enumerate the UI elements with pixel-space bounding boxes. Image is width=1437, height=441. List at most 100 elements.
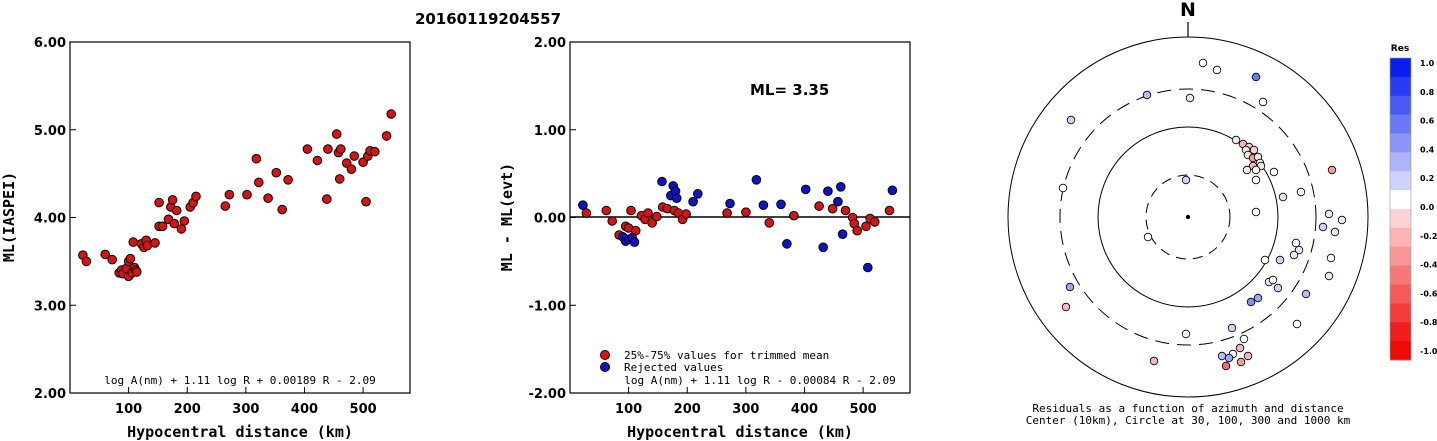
plot2-x-tick-label: 200 [674, 402, 701, 417]
ring-300km [1059, 88, 1317, 346]
ring-30km [1145, 174, 1231, 260]
plot2-data-point [722, 208, 732, 218]
plot1-data-point [381, 131, 392, 141]
station-residual-point [1251, 175, 1261, 185]
plot1-data-point [224, 189, 235, 200]
colorbar-swatch [1390, 114, 1411, 134]
ring-100km [1097, 126, 1279, 308]
station-residual-point [1291, 238, 1301, 248]
plot2-x-ticks: 100 200 300 400 500 [615, 387, 877, 417]
plot2-data-point [789, 210, 799, 221]
colorbar-tick-label: 0.6 [1420, 117, 1435, 126]
station-residual-point [1275, 255, 1285, 265]
plot1-y-tick-label: 6.00 [34, 36, 66, 51]
plot2-data-point [837, 229, 848, 239]
plot1-data-point [370, 146, 380, 157]
plot1-data-point [154, 197, 164, 208]
page-title: 20160119204557 [415, 10, 561, 28]
colorbar-tick-label: 0.4 [1420, 145, 1435, 154]
plot1-data-point [107, 254, 117, 265]
magnitude-vs-distance-plot: 2.00 3.00 4.00 5.00 6.00 100 200 300 400 500 log… [0, 36, 411, 441]
colorbar-swatch [1390, 209, 1411, 229]
colorbar-tick-label: 0.0 [1420, 203, 1435, 212]
colorbar-swatch [1390, 246, 1411, 267]
station-residual-point [1221, 361, 1231, 371]
plot2-y-axis-label: ML - ML(evt) [498, 163, 516, 271]
station-residual-point [1289, 250, 1299, 260]
plot2-x-tick-label: 500 [850, 402, 877, 417]
plot1-x-axis-label: Hypocentral distance (km) [127, 423, 353, 441]
colorbar-ticks: 1.0 0.8 0.6 0.4 0.2 0.0 -0.2 -0.4 -0.6 -0.8 -1.0 [1420, 59, 1437, 356]
plot1-x-tick-label: 500 [350, 402, 377, 417]
station-residual-point [1269, 167, 1279, 177]
station-residual-point [1273, 283, 1283, 293]
plot1-data-point [150, 238, 160, 248]
colorbar-tick-label: 0.8 [1420, 88, 1435, 97]
station-residual-point [1149, 356, 1159, 366]
plot1-data-point [128, 237, 139, 247]
map-caption-line1: Residuals as a function of azimuth and d… [1032, 402, 1343, 415]
plot2-data-point [581, 208, 592, 218]
station-residual-point [1251, 72, 1261, 82]
plot1-data-point [349, 151, 360, 161]
station-residual-point [1330, 227, 1340, 237]
plot1-data-point [81, 256, 92, 267]
plot1-data-point [157, 221, 168, 232]
plot2-data-point [887, 185, 898, 196]
colorbar-swatch [1390, 284, 1411, 304]
colorbar-tick-label: -1.0 [1420, 347, 1437, 356]
plot2-data-point [836, 182, 846, 192]
plot2-points [578, 175, 898, 273]
legend-label-rejected: Rejected values [624, 361, 723, 374]
colorbar-swatch [1390, 171, 1411, 191]
plot2-x-tick-label: 400 [791, 402, 818, 417]
plot1-data-point [125, 253, 136, 264]
station-residual-point [1239, 334, 1249, 344]
station-residual-point [1185, 93, 1195, 103]
plot1-data-point [271, 167, 282, 178]
plot2-data-point [671, 193, 682, 203]
plot1-formula: log A(nm) + 1.11 log R + 0.00189 R - 2.0… [104, 374, 376, 387]
plot2-y-tick-label: -2.00 [529, 387, 566, 402]
plot2-data-point [652, 211, 662, 222]
colorbar-swatches [1390, 58, 1411, 361]
station-residual-point [1324, 209, 1334, 219]
plot1-data-point [251, 153, 262, 164]
plot1-data-point [169, 218, 180, 229]
station-residual-point [1235, 343, 1245, 353]
station-residual-point [1143, 232, 1153, 242]
station-residual-point [1198, 58, 1208, 68]
plot2-data-point [725, 198, 735, 209]
plot2-data-point [782, 239, 792, 249]
plot2-data-point [681, 209, 691, 219]
plot2-data-point [884, 205, 895, 216]
plot1-data-point [191, 191, 201, 202]
map-caption-line2: Center (10km), Circle at 30, 100, 300 an… [1026, 414, 1351, 427]
station-residual-point [1278, 192, 1288, 202]
colorbar-swatch [1390, 133, 1411, 153]
plot1-data-point [336, 144, 346, 154]
station-residual-point [1224, 353, 1234, 363]
plot1-y-tick-label: 2.00 [34, 387, 66, 402]
colorbar-title: Res [1391, 44, 1409, 54]
plot1-data-point [322, 194, 332, 204]
station-residual-point [1324, 271, 1334, 281]
plot2-data-point [814, 201, 824, 211]
station-residual-point [1258, 97, 1268, 107]
station-residual-point [1066, 115, 1076, 125]
residual-vs-distance-plot: -2.00 -1.00 0.00 1.00 2.00 100 200 300 400 500 M… [498, 36, 911, 441]
plot2-data-point [823, 186, 833, 196]
station-residual-point [1249, 145, 1259, 155]
plot1-data-point [171, 205, 182, 216]
colorbar-swatch [1390, 95, 1411, 116]
colorbar-swatch [1390, 303, 1411, 323]
plot1-y-axis-label: ML(IASPEI) [0, 172, 18, 262]
plot2-data-point [741, 207, 751, 217]
station-residual-point [1251, 207, 1261, 217]
plot2-data-point [688, 196, 698, 207]
plot1-frame [69, 41, 411, 394]
station-residual-point [1217, 351, 1227, 361]
plot1-x-tick-label: 100 [115, 402, 142, 417]
station-residual-point [1337, 215, 1347, 225]
